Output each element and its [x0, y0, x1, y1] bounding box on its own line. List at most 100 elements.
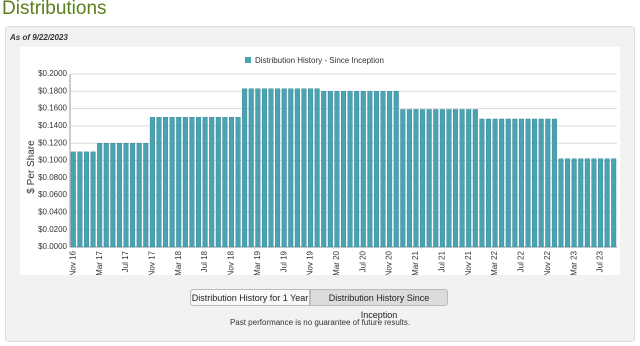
x-tick-label: Mar 22: [490, 250, 499, 275]
bar: [182, 117, 188, 248]
bar: [255, 88, 261, 248]
bar: [163, 117, 169, 248]
bar: [604, 158, 610, 248]
bar: [373, 91, 379, 248]
bar: [334, 91, 340, 248]
button[interactable]: Distribution History Since Inception: [310, 289, 448, 320]
y-tick-label: $0.0000: [38, 242, 67, 251]
bar: [453, 109, 459, 248]
bar: [571, 158, 577, 248]
bar: [426, 109, 432, 248]
x-tick-label: Nov 17: [147, 250, 156, 275]
bar: [149, 117, 155, 248]
bar: [472, 109, 478, 248]
x-tick-label: Mar 21: [411, 250, 420, 275]
bar: [215, 117, 221, 248]
bar: [90, 151, 96, 248]
bar: [294, 88, 300, 248]
bar: [525, 118, 531, 248]
bar: [77, 151, 83, 248]
bar: [393, 91, 399, 248]
bar: [518, 118, 524, 248]
x-tick-label: Jul 19: [279, 250, 288, 272]
bar: [584, 158, 590, 248]
chart: Distribution History - Since Inception $…: [26, 56, 617, 276]
bar: [242, 88, 248, 248]
heading: Distributions: [2, 0, 107, 19]
y-tick-label: $0.1400: [38, 121, 67, 130]
bar: [70, 151, 76, 248]
bar: [189, 117, 195, 248]
bar: [248, 88, 254, 248]
bar: [83, 151, 89, 248]
bar: [314, 88, 320, 248]
bar: [354, 91, 360, 248]
bar: [176, 117, 182, 248]
bar: [97, 142, 103, 248]
bar: [598, 158, 604, 248]
x-tick-label: Jul 22: [517, 250, 526, 272]
bar: [156, 117, 162, 248]
y-tick-label: $0.1600: [38, 104, 67, 113]
y-tick-label: $0.0600: [38, 190, 67, 199]
x-tick-label: Nov 20: [385, 250, 394, 275]
chart-box: Distribution History - Since Inception $…: [20, 47, 620, 276]
x-tick-label: Nov 22: [543, 250, 552, 275]
y-tick-label: $0.0200: [38, 225, 67, 234]
bar: [433, 109, 439, 248]
as-of: As of 9/22/2023: [10, 33, 68, 42]
bar: [281, 88, 287, 248]
x-tick-label: Nov 21: [464, 250, 473, 275]
footnote: Past performance is no guarantee of futu…: [229, 318, 411, 327]
bar: [479, 118, 485, 248]
bar: [446, 109, 452, 248]
x-tick-label: Mar 17: [95, 250, 104, 275]
bar: [380, 91, 386, 248]
bar: [228, 117, 234, 248]
bar: [209, 117, 215, 248]
y-axis-label: $ Per Share: [26, 140, 37, 194]
x-tick-label: Mar 19: [253, 250, 262, 275]
bar: [327, 91, 333, 248]
x-tick-label: Jul 17: [121, 250, 130, 272]
bar: [406, 109, 412, 248]
x-tick-label: Nov 16: [68, 250, 77, 275]
bar: [512, 118, 518, 248]
bar: [130, 142, 136, 248]
bar: [532, 118, 538, 248]
bar: [387, 91, 393, 248]
x-tick-label: Jul 20: [358, 250, 367, 272]
bar: [505, 118, 511, 248]
bar: [268, 88, 274, 248]
x-tick-label: Jul 21: [437, 250, 446, 272]
bar: [222, 117, 228, 248]
legend-label: Distribution History - Since Inception: [255, 56, 384, 65]
bar: [400, 109, 406, 248]
bar: [466, 109, 472, 248]
bar: [420, 109, 426, 248]
bar: [103, 142, 109, 248]
bar: [558, 158, 564, 248]
x-tick-label: Mar 23: [569, 250, 578, 275]
bar: [439, 109, 445, 248]
bar: [545, 118, 551, 248]
bar: [261, 88, 267, 248]
bar: [459, 109, 465, 248]
bar: [492, 118, 498, 248]
bar: [611, 158, 617, 248]
bar: [202, 117, 208, 248]
bar: [499, 118, 505, 248]
bar: [308, 88, 314, 248]
x-tick-label: Jul 18: [200, 250, 209, 272]
bar: [321, 91, 327, 248]
bar: [413, 109, 419, 248]
x-tick-label: Mar 20: [332, 250, 341, 275]
y-tick-label: $0.1000: [38, 156, 67, 165]
bar: [360, 91, 366, 248]
y-tick-label: $0.1200: [38, 138, 67, 147]
bar: [578, 158, 584, 248]
y-tick-label: $0.0400: [38, 208, 67, 217]
legend-swatch: [245, 57, 251, 63]
button[interactable]: Distribution History for 1 Year: [190, 289, 310, 306]
